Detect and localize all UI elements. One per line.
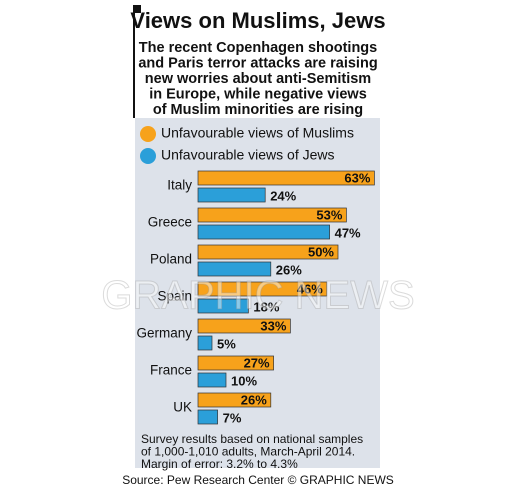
subtitle-line: of Muslim minorities are rising: [153, 102, 363, 118]
bar: [197, 318, 291, 334]
bar: [197, 355, 274, 371]
category-label: UK: [173, 400, 192, 415]
legend-swatch: [140, 126, 156, 142]
category-label: Germany: [136, 326, 192, 341]
bar: [197, 170, 375, 186]
subtitle-line: The recent Copenhagen shootings: [139, 40, 377, 56]
value-label: 63%: [344, 170, 370, 185]
category-label: Poland: [150, 252, 192, 267]
category-label: France: [150, 363, 192, 378]
bar: [197, 372, 227, 388]
subtitle-line: and Paris terror attacks are raising: [138, 55, 377, 71]
header-rule: [133, 5, 135, 118]
legend-label: Unfavourable views of Muslims: [161, 125, 354, 141]
bar: [197, 409, 218, 425]
bar: [197, 392, 272, 408]
bar: [197, 207, 347, 223]
corner-mark: [133, 5, 141, 13]
bar: [197, 224, 330, 240]
category-label: Spain: [157, 289, 192, 304]
value-label: 7%: [223, 410, 242, 425]
category-label: Italy: [167, 178, 192, 193]
subtitle-line: in Europe, while negative views: [149, 86, 367, 102]
value-label: 50%: [308, 244, 334, 259]
footnote: Margin of error: 3.2% to 4.3%: [141, 457, 298, 471]
value-label: 26%: [241, 392, 267, 407]
footnote: Survey results based on national samples: [141, 432, 363, 446]
legend-swatch: [140, 148, 156, 164]
bar: [197, 244, 339, 260]
value-label: 53%: [316, 207, 342, 222]
subtitle-line: new worries about anti-Semitism: [145, 71, 371, 87]
value-label: 10%: [231, 373, 257, 388]
source: Source: Pew Research Center © GRAPHIC NE…: [122, 473, 394, 487]
bar: [197, 281, 328, 297]
chart-title: Views on Muslims, Jews: [130, 8, 385, 33]
value-label: 46%: [297, 281, 323, 296]
value-label: 5%: [217, 336, 236, 351]
value-label: 33%: [260, 318, 286, 333]
footnote: of 1,000-1,010 adults, March-April 2014.: [141, 445, 355, 459]
value-label: 18%: [253, 299, 279, 314]
value-label: 47%: [335, 225, 361, 240]
value-label: 27%: [244, 355, 270, 370]
bar: [197, 187, 266, 203]
bar: [197, 261, 272, 277]
category-label: Greece: [148, 215, 192, 230]
bar: [197, 335, 213, 351]
value-label: 24%: [270, 188, 296, 203]
value-label: 26%: [276, 262, 302, 277]
watermark: GRAPHIC NEWS: [101, 274, 414, 318]
legend-label: Unfavourable views of Jews: [161, 147, 335, 163]
bar: [197, 298, 249, 314]
